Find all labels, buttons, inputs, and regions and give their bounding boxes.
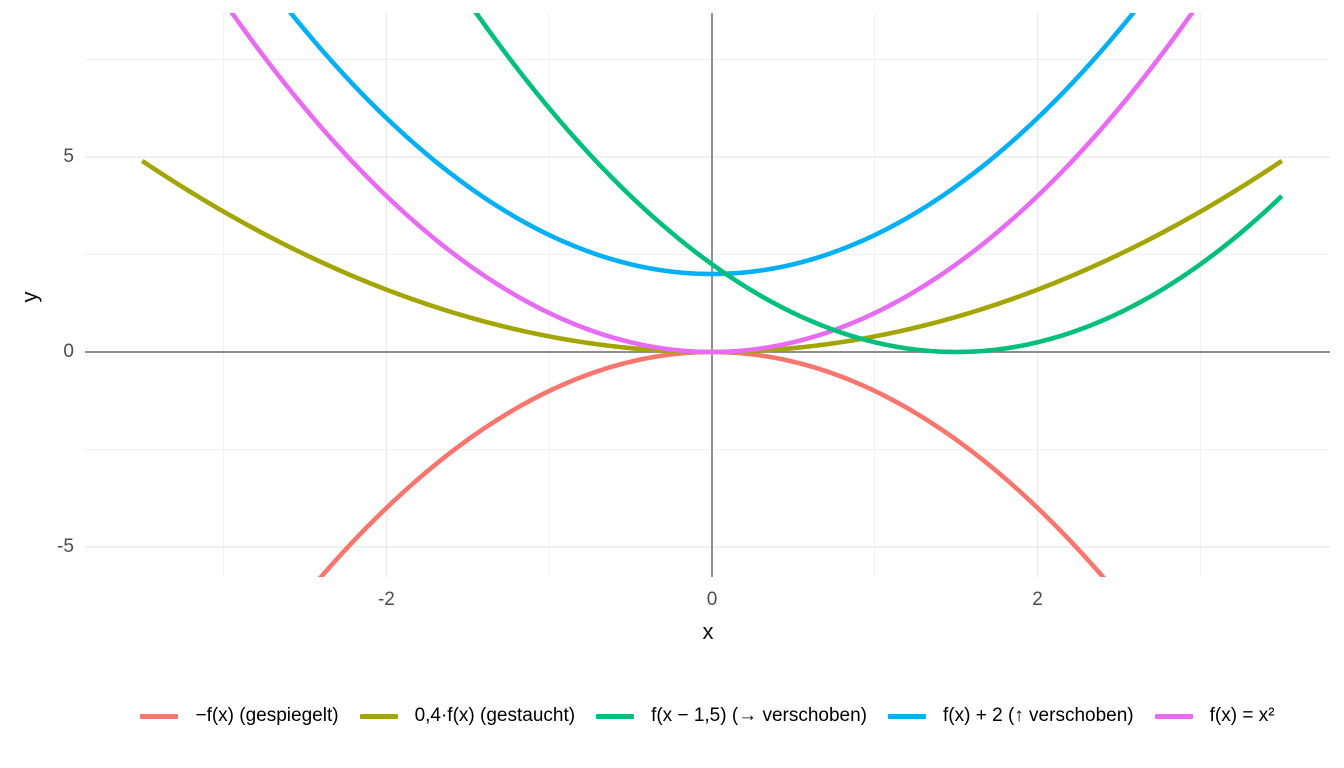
legend-label: f(x − 1,5) (→ verschoben) bbox=[651, 705, 868, 726]
legend-line-swatch bbox=[1154, 713, 1193, 719]
y-axis-title: y bbox=[17, 291, 42, 303]
x-tick-label: 0 bbox=[706, 589, 718, 610]
legend-item: f(x) = x² bbox=[1154, 705, 1275, 727]
series-curve-3 bbox=[287, 13, 1137, 277]
legend-label: 0,4·f(x) (gestaucht) bbox=[414, 705, 576, 726]
legend-item: f(x) + 2 (↑ verschoben) bbox=[888, 705, 1134, 727]
x-tick-label: 2 bbox=[1032, 589, 1043, 610]
legend-label: −f(x) (gespiegelt) bbox=[195, 705, 339, 726]
legend: −f(x) (gespiegelt) 0,4·f(x) (gestaucht) f(… bbox=[85, 700, 1330, 732]
x-tick-label: -2 bbox=[377, 589, 395, 610]
legend-item: −f(x) (gespiegelt) bbox=[140, 705, 339, 727]
y-tick-label: -5 bbox=[57, 536, 74, 557]
series-curve-4 bbox=[229, 13, 1195, 355]
legend-label: f(x) = x² bbox=[1209, 705, 1275, 726]
series-curve-2 bbox=[473, 13, 1284, 355]
y-tick-label: 0 bbox=[63, 341, 74, 362]
legend-line-swatch bbox=[888, 713, 927, 719]
x-axis-title: x bbox=[702, 619, 714, 644]
legend-line-swatch bbox=[140, 713, 179, 719]
legend-label: f(x) + 2 (↑ verschoben) bbox=[943, 705, 1134, 726]
legend-line-swatch bbox=[359, 713, 398, 719]
legend-item: f(x − 1,5) (→ verschoben) bbox=[596, 705, 867, 727]
legend-line-swatch bbox=[596, 713, 635, 719]
series-layer bbox=[140, 13, 1284, 577]
legend-item: 0,4·f(x) (gestaucht) bbox=[359, 705, 576, 727]
y-tick-label: 5 bbox=[63, 146, 74, 167]
